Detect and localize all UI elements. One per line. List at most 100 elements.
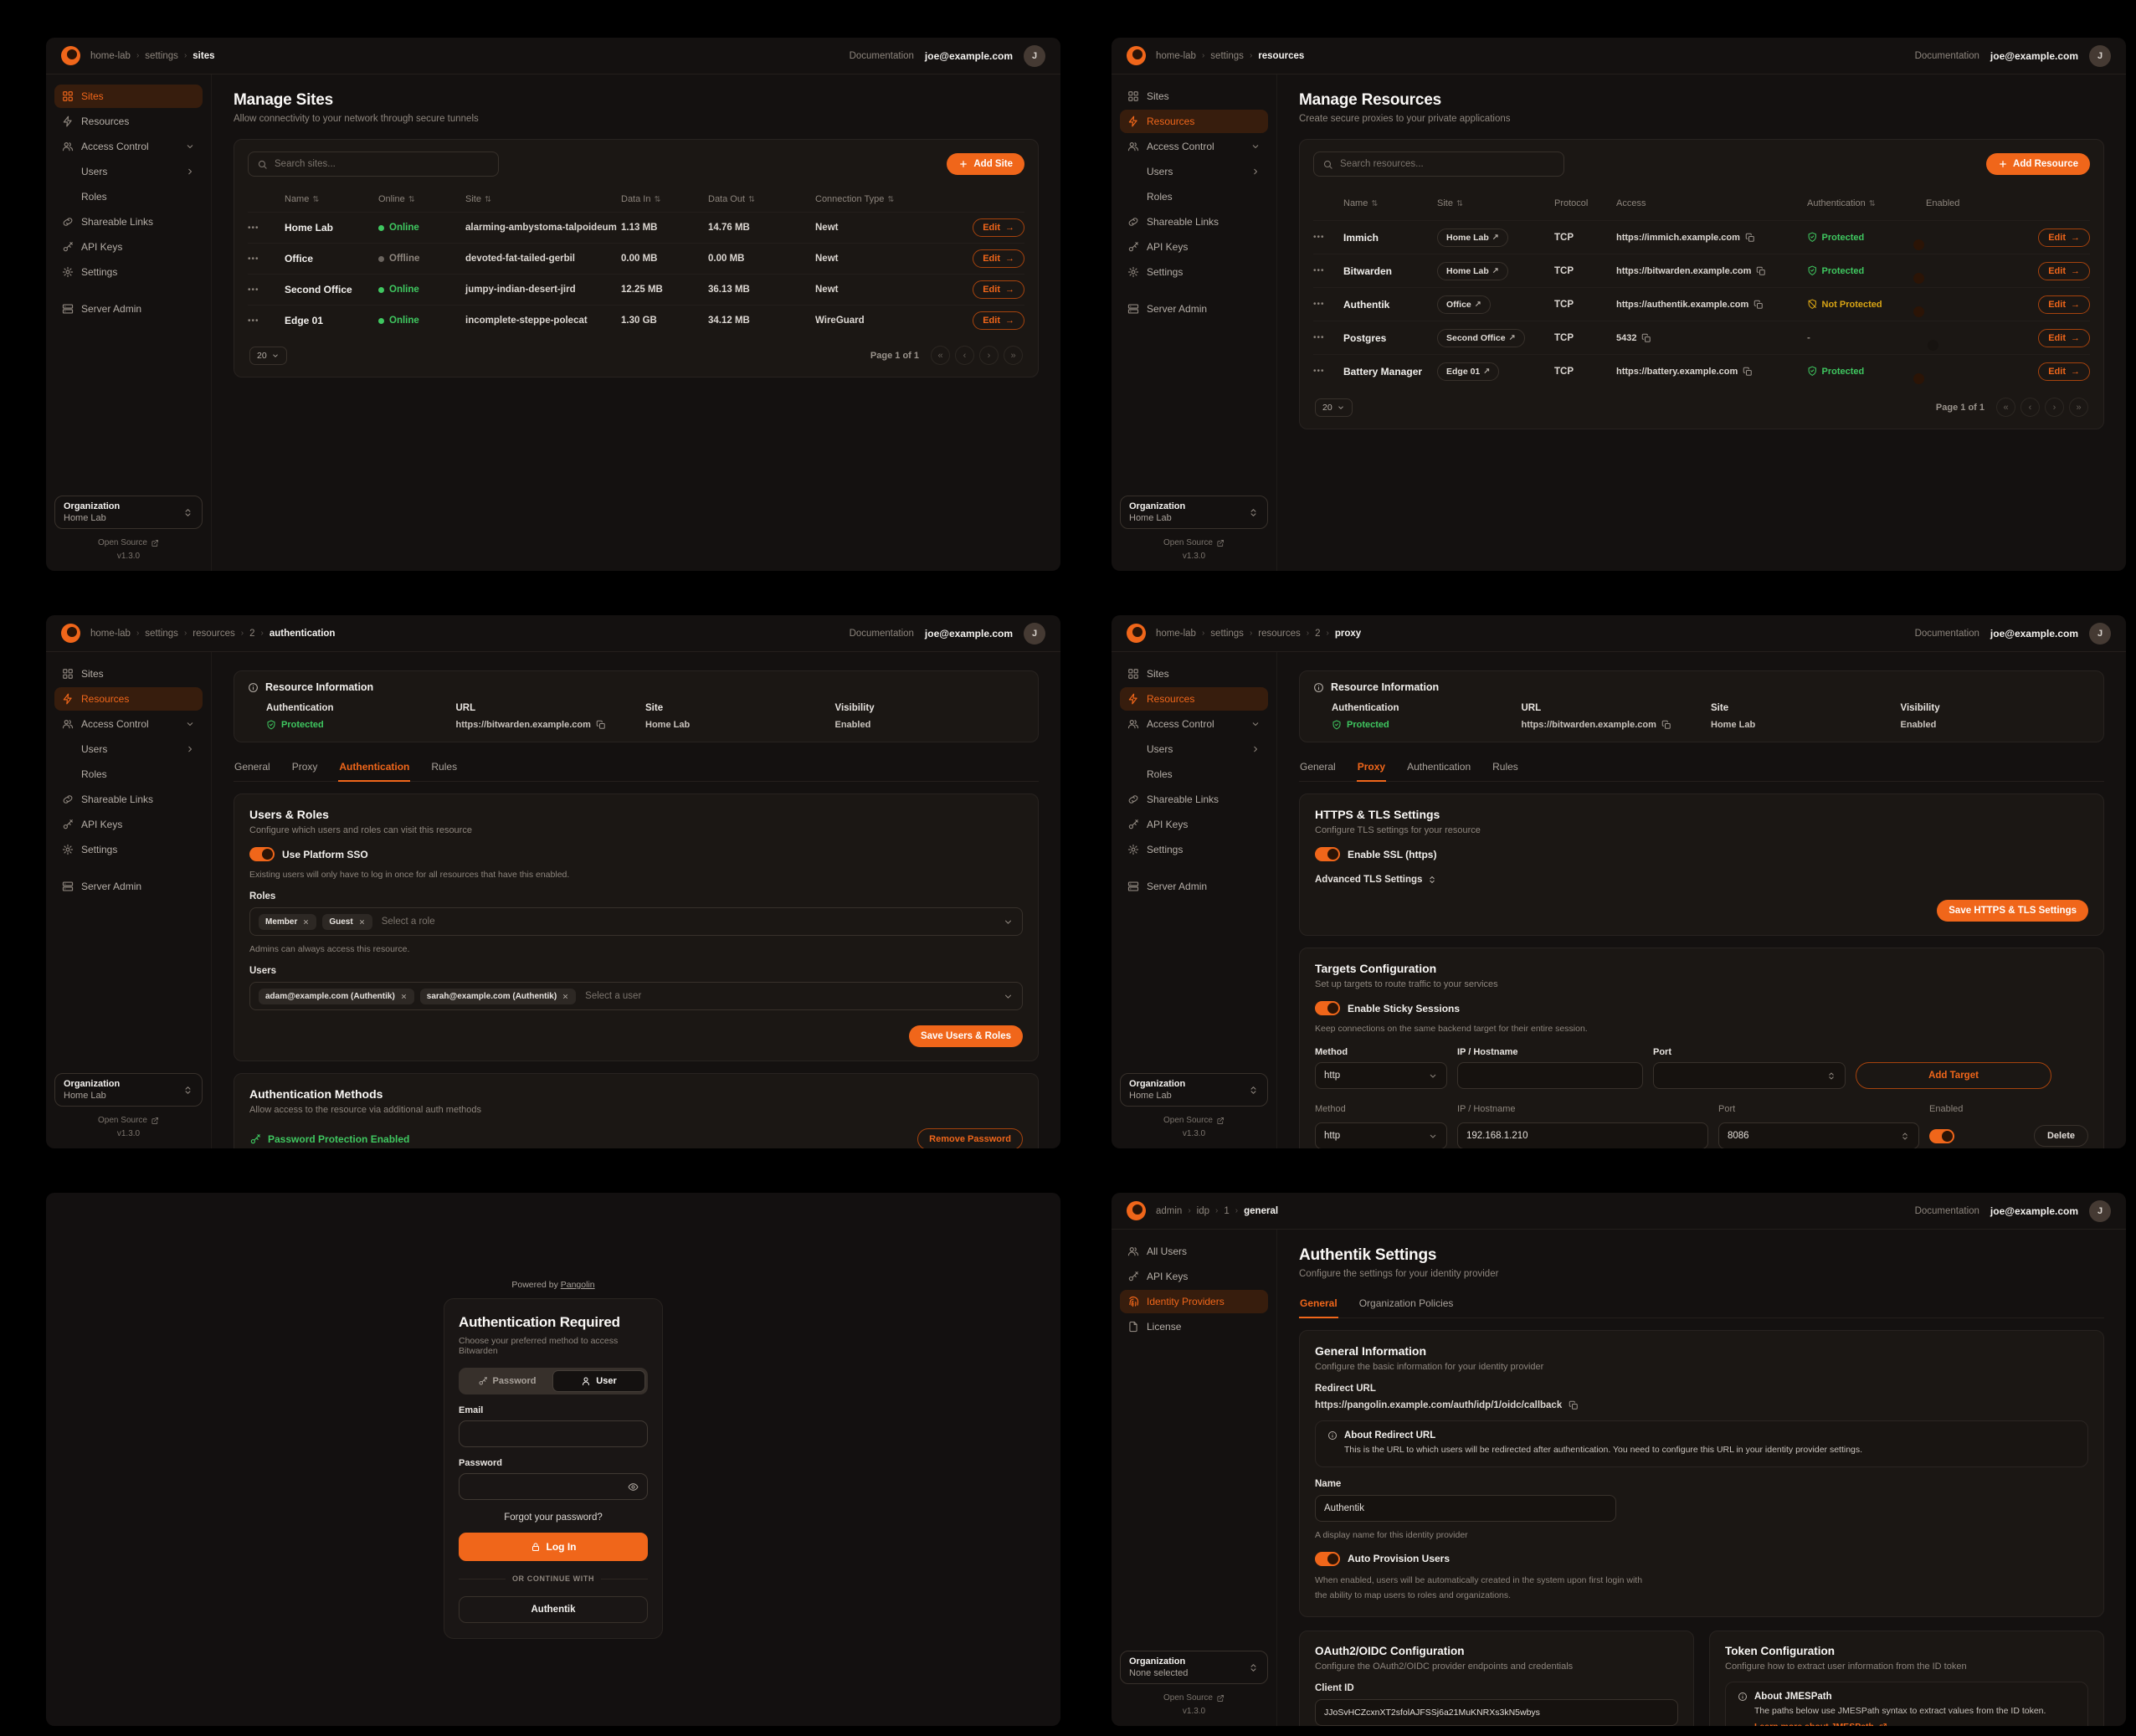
tab-authentication[interactable]: Authentication <box>1407 761 1471 773</box>
column-header[interactable]: Authentication ⇅ <box>1807 198 1876 208</box>
copy-icon[interactable] <box>1745 233 1755 243</box>
breadcrumb-item-current[interactable]: authentication <box>269 628 336 639</box>
sidebar-item-sites[interactable]: Sites <box>54 85 203 108</box>
documentation-link[interactable]: Documentation <box>1914 50 1979 61</box>
next-page-button[interactable]: › <box>2045 398 2064 417</box>
sidebar-item-license[interactable]: License <box>1120 1315 1268 1338</box>
port-input[interactable] <box>1653 1062 1846 1089</box>
edit-button[interactable]: Edit → <box>973 311 1024 330</box>
sidebar-item-roles[interactable]: Roles <box>1120 185 1268 208</box>
open-source-link[interactable]: Open Source <box>98 1116 159 1125</box>
sidebar-item-api-keys[interactable]: API Keys <box>1120 813 1268 836</box>
documentation-link[interactable]: Documentation <box>849 50 914 61</box>
edit-button[interactable]: Edit → <box>2038 362 2090 381</box>
sidebar-item-settings[interactable]: Settings <box>1120 260 1268 284</box>
sidebar-item-resources[interactable]: Resources <box>54 110 203 133</box>
role-chip[interactable]: Guest <box>322 913 372 930</box>
user-email[interactable]: joe@example.com <box>1990 1204 2078 1217</box>
organization-selector[interactable]: Organization Home Lab <box>1120 1073 1268 1107</box>
site-link-pill[interactable]: Home Lab ↗ <box>1437 228 1508 247</box>
sticky-sessions-toggle[interactable] <box>1315 1001 1340 1015</box>
tab-password[interactable]: Password <box>461 1370 552 1392</box>
jmespath-learn-more-link[interactable]: Learn more about JMESPath <box>1754 1722 2076 1726</box>
sidebar-item-access-control[interactable]: Access Control <box>1120 135 1268 158</box>
target-enabled-toggle[interactable] <box>1929 1128 1954 1143</box>
edit-button[interactable]: Edit → <box>2038 228 2090 247</box>
pangolin-link[interactable]: Pangolin <box>560 1280 595 1290</box>
last-page-button[interactable]: » <box>1004 346 1023 365</box>
organization-selector[interactable]: Organization Home Lab <box>54 496 203 529</box>
breadcrumb-item[interactable]: settings <box>1210 628 1244 639</box>
organization-selector[interactable]: Organization Home Lab <box>1120 496 1268 529</box>
edit-button[interactable]: Edit → <box>973 280 1024 299</box>
port-input[interactable]: 8086 <box>1718 1122 1919 1148</box>
user-email[interactable]: joe@example.com <box>924 627 1013 639</box>
ip-hostname-input[interactable] <box>1457 1062 1643 1089</box>
breadcrumb-item[interactable]: resources <box>1258 628 1301 639</box>
row-actions-icon[interactable]: ••• <box>248 223 259 233</box>
documentation-link[interactable]: Documentation <box>1914 1205 1979 1216</box>
sidebar-item-shareable-links[interactable]: Shareable Links <box>54 210 203 234</box>
sidebar-item-access-control[interactable]: Access Control <box>54 135 203 158</box>
column-header[interactable]: Name ⇅ <box>285 194 320 204</box>
first-page-button[interactable]: « <box>1996 398 2015 417</box>
breadcrumb-item[interactable]: 1 <box>1224 1205 1230 1216</box>
row-actions-icon[interactable]: ••• <box>1313 266 1325 275</box>
tab-general[interactable]: General <box>1300 761 1336 773</box>
edit-button[interactable]: Edit → <box>973 218 1024 237</box>
edit-button[interactable]: Edit → <box>2038 261 2090 280</box>
sidebar-item-api-keys[interactable]: API Keys <box>1120 235 1268 259</box>
site-link-pill[interactable]: Office ↗ <box>1437 295 1491 314</box>
breadcrumb-item[interactable]: 2 <box>1315 628 1321 639</box>
role-chip[interactable]: Member <box>259 913 317 930</box>
row-actions-icon[interactable]: ••• <box>248 285 259 295</box>
roles-multiselect[interactable]: Member Guest Select a role <box>249 907 1023 936</box>
close-icon[interactable] <box>400 993 408 1000</box>
sidebar-item-server-admin[interactable]: Server Admin <box>54 875 203 898</box>
eye-icon[interactable] <box>628 1482 639 1492</box>
search-input[interactable]: Search resources... <box>1313 152 1564 177</box>
sidebar-item-roles[interactable]: Roles <box>54 185 203 208</box>
breadcrumb-item-current[interactable]: resources <box>1258 50 1305 61</box>
sidebar-item-users[interactable]: Users <box>1120 160 1268 183</box>
user-email[interactable]: joe@example.com <box>1990 627 2078 639</box>
sidebar-item-api-keys[interactable]: API Keys <box>54 235 203 259</box>
sidebar-item-api-keys[interactable]: API Keys <box>54 813 203 836</box>
edit-button[interactable]: Edit → <box>973 249 1024 268</box>
breadcrumb-item[interactable]: resources <box>193 628 235 639</box>
tab-authentication[interactable]: Authentication <box>338 756 411 782</box>
sidebar-item-access-control[interactable]: Access Control <box>1120 712 1268 736</box>
sidebar-item-sites[interactable]: Sites <box>1120 662 1268 686</box>
breadcrumb-item[interactable]: home-lab <box>90 628 131 639</box>
breadcrumb-item-current[interactable]: general <box>1244 1205 1279 1216</box>
documentation-link[interactable]: Documentation <box>849 628 914 639</box>
sidebar-item-shareable-links[interactable]: Shareable Links <box>1120 788 1268 811</box>
user-chip[interactable]: adam@example.com (Authentik) <box>259 988 414 1004</box>
open-source-link[interactable]: Open Source <box>1163 538 1225 547</box>
sidebar-item-settings[interactable]: Settings <box>54 260 203 284</box>
column-header[interactable]: Site ⇅ <box>1437 198 1463 208</box>
next-page-button[interactable]: › <box>979 346 999 365</box>
sidebar-item-shareable-links[interactable]: Shareable Links <box>54 788 203 811</box>
sidebar-item-roles[interactable]: Roles <box>1120 763 1268 786</box>
avatar[interactable]: J <box>2089 622 2111 645</box>
sidebar-item-server-admin[interactable]: Server Admin <box>1120 875 1268 898</box>
edit-button[interactable]: Edit → <box>2038 328 2090 347</box>
add-resource-button[interactable]: Add Resource <box>1986 153 2090 175</box>
copy-icon[interactable] <box>1569 1400 1579 1410</box>
users-multiselect[interactable]: adam@example.com (Authentik) sarah@examp… <box>249 982 1023 1010</box>
close-icon[interactable] <box>562 993 569 1000</box>
name-input[interactable]: Authentik <box>1315 1494 1616 1522</box>
sidebar-item-settings[interactable]: Settings <box>54 838 203 861</box>
ip-hostname-input[interactable]: 192.168.1.210 <box>1457 1122 1708 1148</box>
save-users-roles-button[interactable]: Save Users & Roles <box>908 1025 1023 1047</box>
sidebar-item-shareable-links[interactable]: Shareable Links <box>1120 210 1268 234</box>
site-link-pill[interactable]: Second Office ↗ <box>1437 328 1525 347</box>
tab-proxy[interactable]: Proxy <box>291 761 318 773</box>
advanced-tls-expander[interactable]: Advanced TLS Settings <box>1315 875 2088 885</box>
organization-selector[interactable]: Organization None selected <box>1120 1651 1268 1684</box>
sidebar-item-users[interactable]: Users <box>54 737 203 761</box>
method-select[interactable]: http <box>1315 1122 1447 1148</box>
sidebar-item-all-users[interactable]: All Users <box>1120 1240 1268 1263</box>
open-source-link[interactable]: Open Source <box>1163 1693 1225 1703</box>
